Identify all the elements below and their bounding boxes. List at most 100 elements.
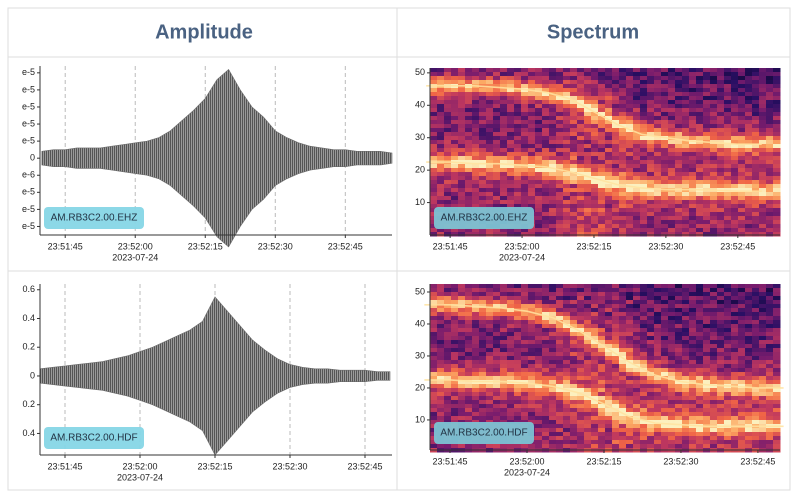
spectrogram-cell <box>591 120 599 125</box>
spectrogram-cell <box>738 344 746 349</box>
spectrogram-cell <box>689 112 697 117</box>
y-tick-label: 10 <box>415 197 425 207</box>
spectrogram-cell <box>773 340 781 345</box>
spectrogram-cell <box>619 412 627 417</box>
spectrogram-cell <box>458 360 466 365</box>
spectrogram-cell <box>731 408 739 413</box>
spectrogram-cell <box>486 132 494 137</box>
spectrogram-cell <box>542 396 550 401</box>
spectrogram-cell <box>542 212 550 217</box>
spectrogram-cell <box>696 232 704 237</box>
spectrogram-cell <box>514 372 522 377</box>
spectrogram-cell <box>661 396 669 401</box>
spectrogram-cell <box>752 420 760 425</box>
spectrogram-cell <box>647 76 655 81</box>
spectrogram-cell <box>535 404 543 409</box>
spectrogram-cell <box>535 184 543 189</box>
spectrogram-cell <box>675 216 683 221</box>
spectrogram-cell <box>689 312 697 317</box>
spectrogram-cell <box>591 352 599 357</box>
spectrogram-cell <box>451 204 459 209</box>
spectrogram-cell <box>472 284 480 289</box>
spectrogram-cell <box>500 340 508 345</box>
spectrogram-cell <box>465 96 473 101</box>
spectrogram-cell <box>528 408 536 413</box>
spectrogram-cell <box>745 104 753 109</box>
spectrogram-cell <box>724 352 732 357</box>
spectrogram-cell <box>661 84 669 89</box>
spectrogram-cell <box>717 88 725 93</box>
spectrogram-cell <box>745 332 753 337</box>
spectrogram-cell <box>689 104 697 109</box>
spectrogram-cell <box>703 300 711 305</box>
spectrogram-cell <box>570 192 578 197</box>
spectrogram-cell <box>619 304 627 309</box>
spectrogram-cell <box>472 372 480 377</box>
spectrogram-cell <box>507 100 515 105</box>
spectrogram-cell <box>640 232 648 237</box>
spectrogram-cell <box>514 116 522 121</box>
spectrogram-cell <box>605 176 613 181</box>
spectrogram-cell <box>605 408 613 413</box>
spectrogram-cell <box>465 360 473 365</box>
spectrogram-cell <box>682 400 690 405</box>
spectrogram-cell <box>444 164 452 169</box>
spectrogram-cell <box>759 208 767 213</box>
spectrogram-cell <box>507 84 515 89</box>
spectrogram-cell <box>591 172 599 177</box>
spectrogram-cell <box>773 380 781 385</box>
y-tick-label: e-5 <box>22 204 35 214</box>
spectrogram-cell <box>535 412 543 417</box>
spectrogram-cell <box>605 68 613 73</box>
spectrogram-cell <box>612 80 620 85</box>
spectrogram-cell <box>437 184 445 189</box>
spectrogram-cell <box>668 296 676 301</box>
spectrogram-cell <box>507 124 515 129</box>
spectrogram-cell <box>430 140 438 145</box>
spectrogram-cell <box>717 100 725 105</box>
spectrogram-cell <box>514 188 522 193</box>
spectrogram-cell <box>486 180 494 185</box>
spectrogram-cell <box>577 292 585 297</box>
spectrogram-cell <box>724 68 732 73</box>
spectrogram-cell <box>766 148 774 153</box>
spectrogram-cell <box>752 104 760 109</box>
spectrogram-cell <box>752 152 760 157</box>
spectrogram-cell <box>612 304 620 309</box>
spectrogram-cell <box>640 316 648 321</box>
spectrogram-cell <box>675 84 683 89</box>
spectrogram-cell <box>640 336 648 341</box>
spectrogram-cell <box>549 164 557 169</box>
spectrogram-cell <box>612 68 620 73</box>
spectrogram-cell <box>612 324 620 329</box>
spectrogram-cell <box>493 320 501 325</box>
spectrogram-cell <box>563 408 571 413</box>
spectrogram-cell <box>514 204 522 209</box>
spectrogram-cell <box>486 92 494 97</box>
spectrogram-cell <box>556 128 564 133</box>
spectrogram-cell <box>654 376 662 381</box>
spectrogram-cell <box>703 92 711 97</box>
spectrogram-cell <box>521 284 529 289</box>
spectrogram-cell <box>759 228 767 233</box>
spectrogram-cell <box>766 328 774 333</box>
spectrogram-cell <box>486 392 494 397</box>
spectrogram-cell <box>542 360 550 365</box>
spectrogram-cell <box>451 112 459 117</box>
spectrogram-cell <box>556 396 564 401</box>
spectrogram-cell <box>619 308 627 313</box>
spectrogram-cell <box>605 192 613 197</box>
spectrogram-cell <box>703 208 711 213</box>
spectrogram-cell <box>507 300 515 305</box>
spectrogram-cell <box>689 140 697 145</box>
spectrogram-cell <box>437 136 445 141</box>
spectrogram-cell <box>598 424 606 429</box>
spectrogram-cell <box>591 340 599 345</box>
spectrogram-cell <box>619 436 627 441</box>
spectrogram-cell <box>535 360 543 365</box>
spectrogram-cell <box>577 316 585 321</box>
spectrogram-cell <box>633 320 641 325</box>
spectrogram-cell <box>591 392 599 397</box>
spectrogram-cell <box>633 360 641 365</box>
spectrogram-cell <box>577 284 585 289</box>
